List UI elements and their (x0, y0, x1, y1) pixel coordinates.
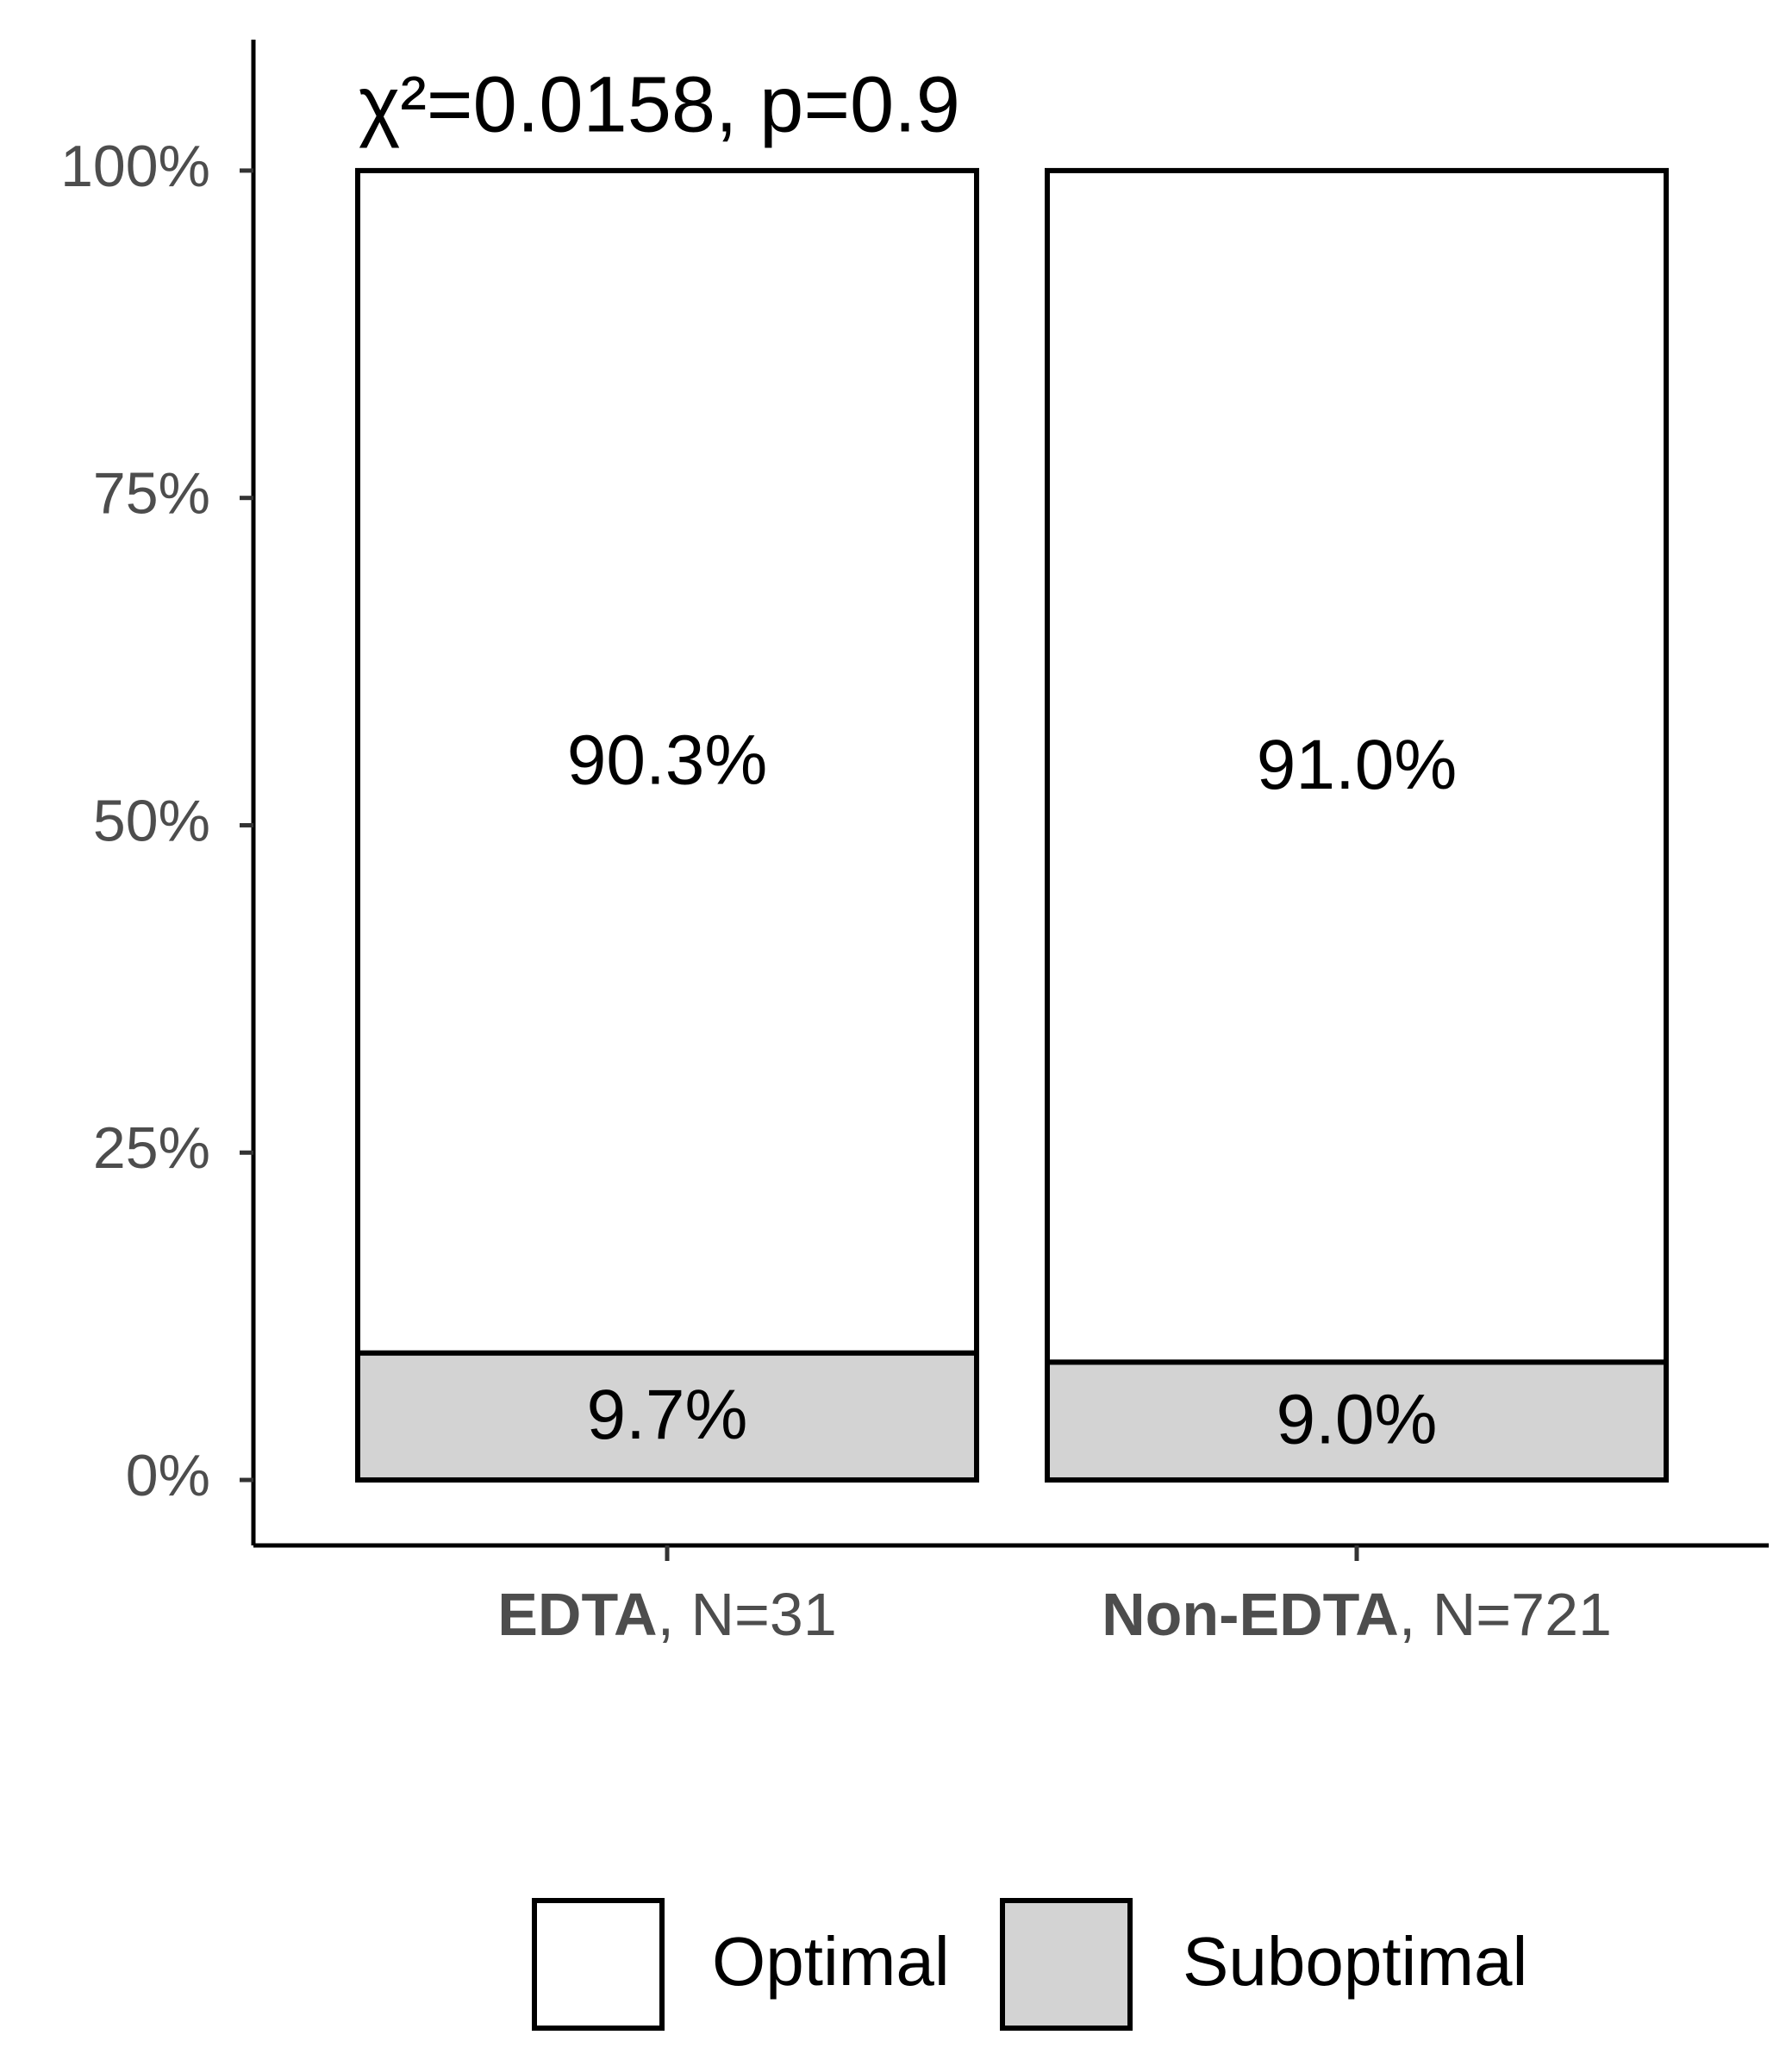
legend-label: Suboptimal (1183, 1923, 1527, 2000)
legend-swatch (1000, 1898, 1133, 2031)
value-label: 90.3% (567, 721, 768, 799)
y-tick-label: 0% (126, 1443, 210, 1508)
category-name: EDTA (497, 1581, 657, 1648)
value-label: 91.0% (1257, 726, 1458, 804)
x-tick-label: Non-EDTA, N=721 (1102, 1581, 1612, 1648)
y-tick-label: 75% (93, 461, 210, 527)
legend-swatch (532, 1898, 665, 2031)
x-tick-label: EDTA, N=31 (497, 1581, 837, 1648)
value-label: 9.0% (1277, 1380, 1438, 1458)
value-label: 9.7% (587, 1376, 748, 1454)
category-count: , N=31 (658, 1581, 837, 1648)
bar-segment (355, 167, 979, 1356)
y-tick-label: 25% (93, 1115, 210, 1181)
bar-segment (1045, 167, 1669, 1365)
legend-label: Optimal (712, 1923, 950, 2000)
category-count: , N=721 (1399, 1581, 1612, 1648)
y-tick-label: 50% (93, 788, 210, 853)
category-name: Non-EDTA (1102, 1581, 1399, 1648)
bar-segment (355, 1350, 979, 1483)
chart-title: χ²=0.0158, p=0.9 (359, 60, 960, 148)
y-tick-label: 100% (60, 134, 210, 199)
